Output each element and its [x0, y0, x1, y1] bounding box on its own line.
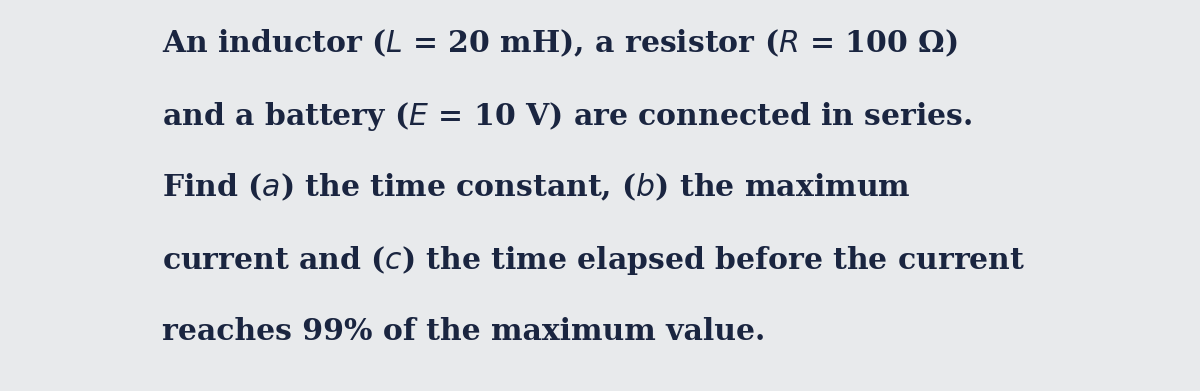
Text: reaches 99% of the maximum value.: reaches 99% of the maximum value.: [162, 317, 766, 346]
Text: Find ($a$) the time constant, ($b$) the maximum: Find ($a$) the time constant, ($b$) the …: [162, 172, 911, 203]
Text: An inductor ($L$ = 20 mH), a resistor ($R$ = 100 Ω): An inductor ($L$ = 20 mH), a resistor ($…: [162, 27, 958, 59]
Text: and a battery ($E$ = 10 V) are connected in series.: and a battery ($E$ = 10 V) are connected…: [162, 100, 972, 133]
Text: current and ($c$) the time elapsed before the current: current and ($c$) the time elapsed befor…: [162, 244, 1025, 277]
